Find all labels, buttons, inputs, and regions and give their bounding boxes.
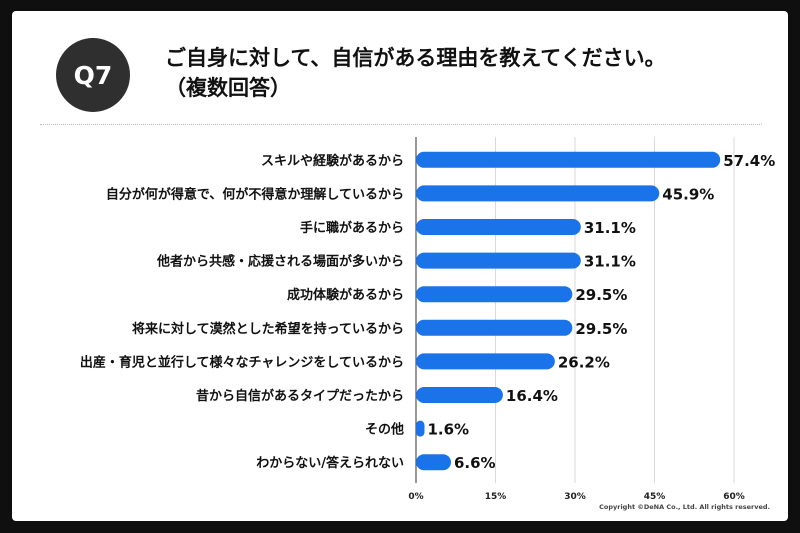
question-title-line1: ご自身に対して、自信がある理由を教えてください。: [165, 46, 666, 70]
bar: [416, 387, 503, 403]
category-label: 手に職があるから: [300, 220, 404, 236]
category-label: スキルや経験があるから: [261, 153, 404, 169]
question-title-line2: （複数回答）: [165, 76, 291, 100]
category-label: 他者から共感・応援される場面が多いから: [156, 254, 404, 270]
value-label: 57.4%: [723, 152, 775, 170]
category-label: 成功体験があるから: [287, 287, 404, 303]
x-tick-label: 30%: [564, 492, 586, 502]
value-label: 45.9%: [662, 185, 714, 203]
bar: [416, 454, 451, 471]
bar: [416, 185, 660, 202]
bar: [416, 353, 555, 370]
bar: [416, 319, 573, 336]
value-label: 26.2%: [558, 353, 610, 371]
x-tick-label: 60%: [723, 492, 745, 502]
x-tick-label: 15%: [485, 492, 507, 502]
copyright-text: Copyright ©DeNA Co., Ltd. All rights res…: [599, 503, 770, 511]
value-label: 1.6%: [427, 421, 469, 439]
bar: [416, 286, 573, 303]
value-label: 31.1%: [584, 219, 636, 237]
value-label: 31.1%: [584, 253, 636, 271]
value-label: 16.4%: [506, 387, 558, 405]
category-label: 出産・育児と並行して様々なチャレンジをしているから: [80, 354, 404, 370]
chart-card: Q7 ご自身に対して、自信がある理由を教えてください。 （複数回答） スキルや経…: [12, 11, 788, 521]
question-title: ご自身に対して、自信がある理由を教えてください。 （複数回答）: [165, 43, 765, 103]
title-divider: [40, 124, 762, 125]
value-label: 6.6%: [454, 454, 496, 472]
x-tick-label: 45%: [644, 492, 666, 502]
bar: [416, 219, 581, 235]
category-label: 自分が何が得意で、何が不得意か理解しているから: [106, 186, 404, 202]
value-label: 29.5%: [575, 320, 627, 338]
value-label: 29.5%: [575, 286, 627, 304]
category-label: 昔から自信があるタイプだったから: [196, 388, 404, 404]
bar: [416, 420, 425, 437]
bar-chart: スキルや経験があるから 57.4% 自分が何が得意で、何が不得意か理解しているから 4…: [80, 137, 775, 502]
category-label: 将来に対して漠然とした希望を持っているから: [132, 321, 404, 337]
bar: [416, 151, 721, 168]
category-label: わからない/答えられない: [256, 455, 404, 471]
question-badge: Q7: [56, 38, 130, 112]
x-tick-label: 0%: [408, 492, 423, 502]
bar: [416, 252, 581, 269]
category-label: その他: [365, 422, 404, 438]
